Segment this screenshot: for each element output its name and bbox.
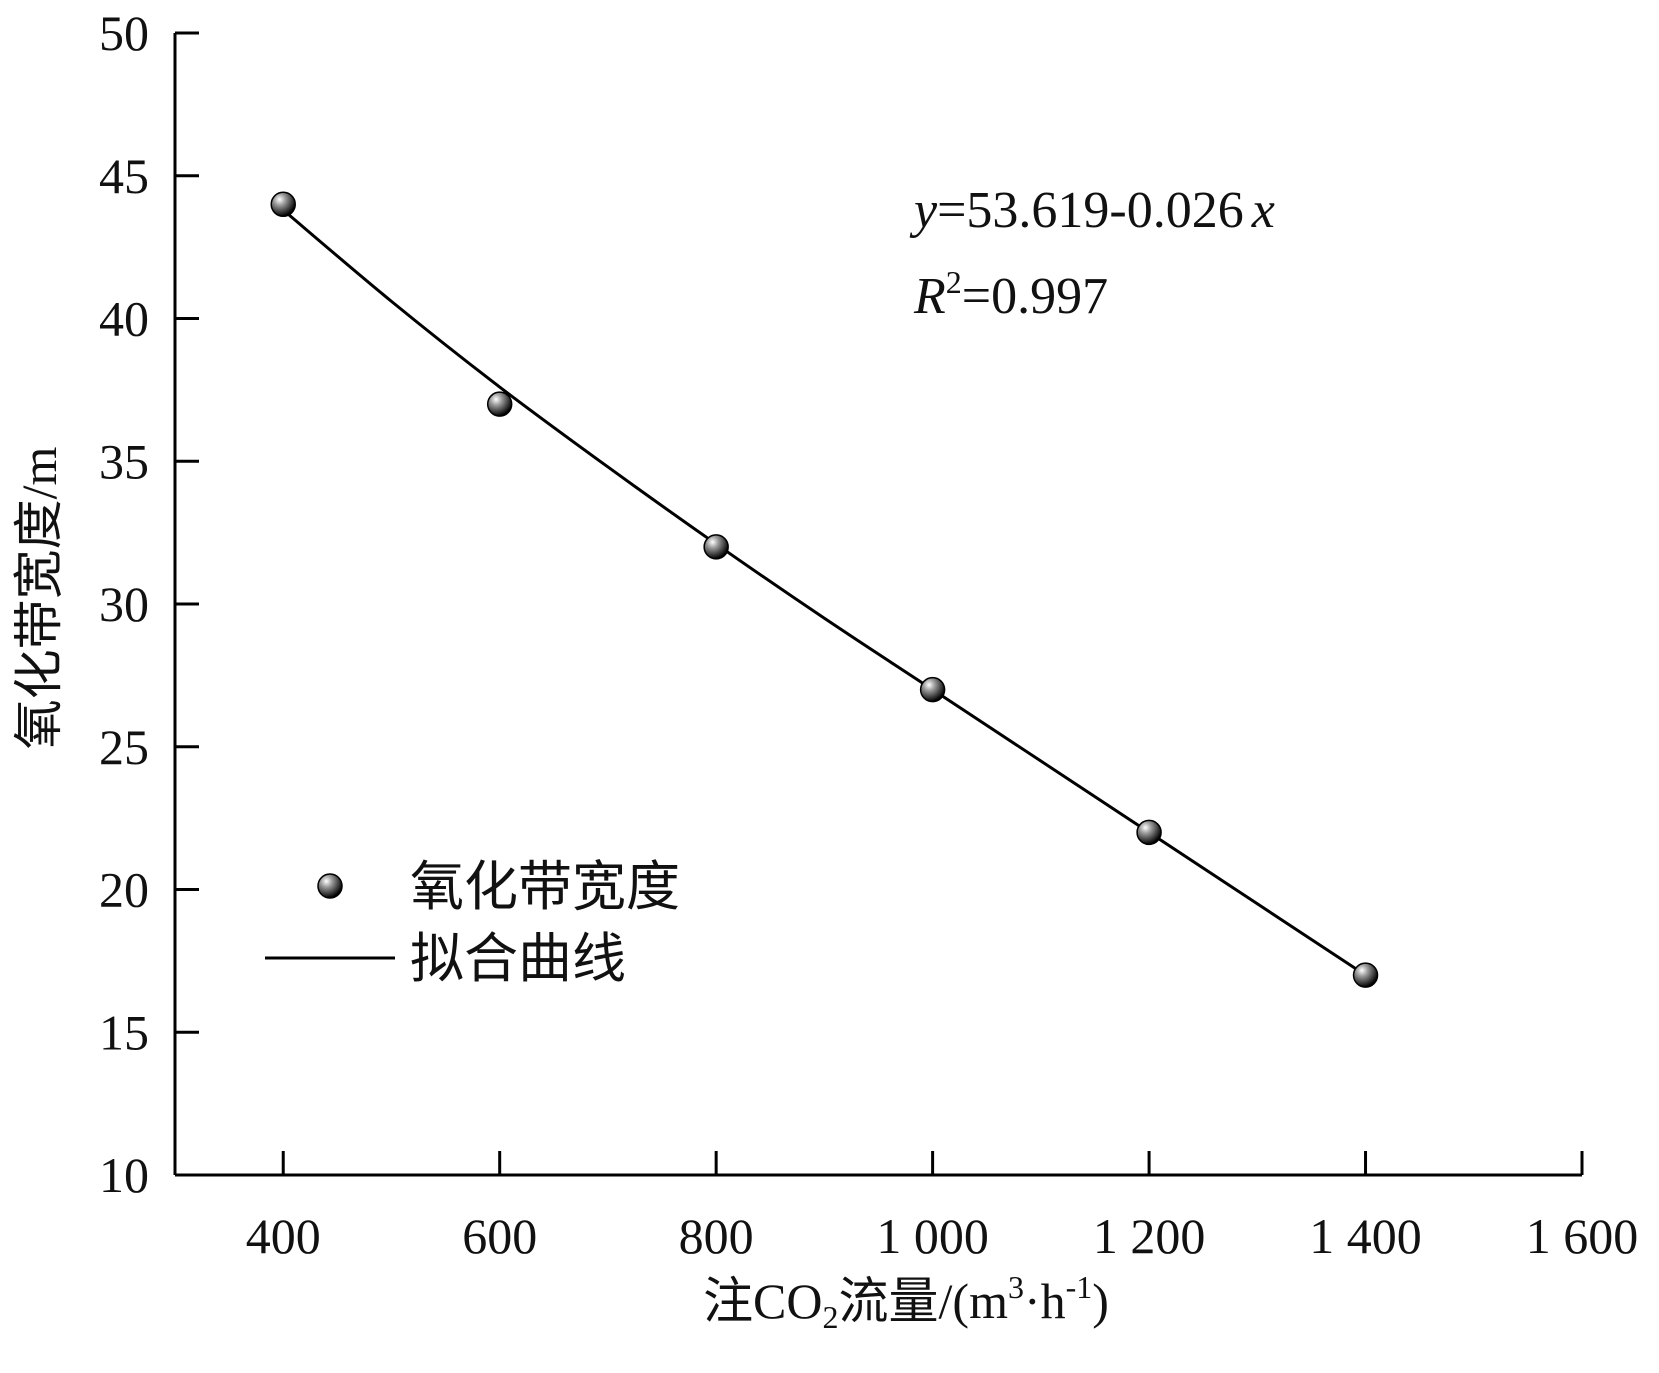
y-tick-label: 50 <box>99 5 149 61</box>
x-tick-label: 1 000 <box>876 1208 989 1264</box>
r2-var: R <box>913 268 946 325</box>
legend: 氧化带宽度 拟合曲线 <box>265 857 680 989</box>
legend-marker-points <box>317 873 343 899</box>
y-tick-label: 30 <box>99 576 149 632</box>
x-axis-title-part: ) <box>1092 1273 1109 1329</box>
y-ticks: 10 15 20 25 30 35 40 45 50 <box>99 5 199 1203</box>
x-tick-label: 400 <box>246 1208 321 1264</box>
data-point <box>1136 819 1162 846</box>
equation-body: =53.619-0.026 <box>937 182 1244 239</box>
data-point <box>703 534 729 560</box>
y-tick-label: 35 <box>99 433 149 489</box>
r2-value: =0.997 <box>962 268 1108 325</box>
x-tick-label: 1 600 <box>1526 1208 1639 1264</box>
x-axis-title-part: ·h <box>1024 1273 1066 1329</box>
x-axis-title: 注CO2流量/(m3·h-1) <box>703 1269 1109 1335</box>
y-tick-label: 45 <box>99 148 149 204</box>
x-axis-title-part: 流量/(m <box>839 1273 1009 1329</box>
x-axis-title-part: 注CO <box>703 1273 822 1329</box>
x-axis-title-superscript: -1 <box>1066 1269 1093 1305</box>
equation-x-var: x <box>1251 182 1275 239</box>
x-tick-label: 1 200 <box>1093 1208 1206 1264</box>
legend-label-points: 氧化带宽度 <box>410 857 680 917</box>
data-point <box>486 391 513 417</box>
plot-area: 10 15 20 25 30 35 40 45 50 400 600 800 1 000 1 200 1 … <box>99 5 1638 1264</box>
r2-superscript: 2 <box>946 264 962 300</box>
y-tick-label: 20 <box>99 862 149 918</box>
data-points <box>270 191 1379 988</box>
fit-equation: y=53.619-0.026 x <box>909 182 1275 239</box>
y-tick-label: 15 <box>99 1004 149 1060</box>
r-squared: R2=0.997 <box>913 264 1108 325</box>
x-ticks: 400 600 800 1 000 1 200 1 400 1 600 <box>246 1151 1639 1264</box>
y-axis-title: 氧化带宽度/m <box>11 447 67 750</box>
x-tick-label: 1 400 <box>1309 1208 1422 1264</box>
fit-curve <box>282 208 1367 977</box>
x-tick-label: 600 <box>462 1208 537 1264</box>
equation-y-var: y <box>909 182 938 239</box>
x-axis-title-subscript: 2 <box>823 1299 839 1335</box>
data-point <box>919 676 946 703</box>
x-tick-label: 800 <box>679 1208 754 1264</box>
x-axis-title-superscript: 3 <box>1008 1269 1024 1305</box>
data-point <box>270 191 296 218</box>
y-tick-label: 10 <box>99 1147 149 1203</box>
y-tick-label: 40 <box>99 291 149 347</box>
y-tick-label: 25 <box>99 719 149 775</box>
data-point <box>1352 962 1379 988</box>
legend-label-line: 拟合曲线 <box>410 929 626 989</box>
